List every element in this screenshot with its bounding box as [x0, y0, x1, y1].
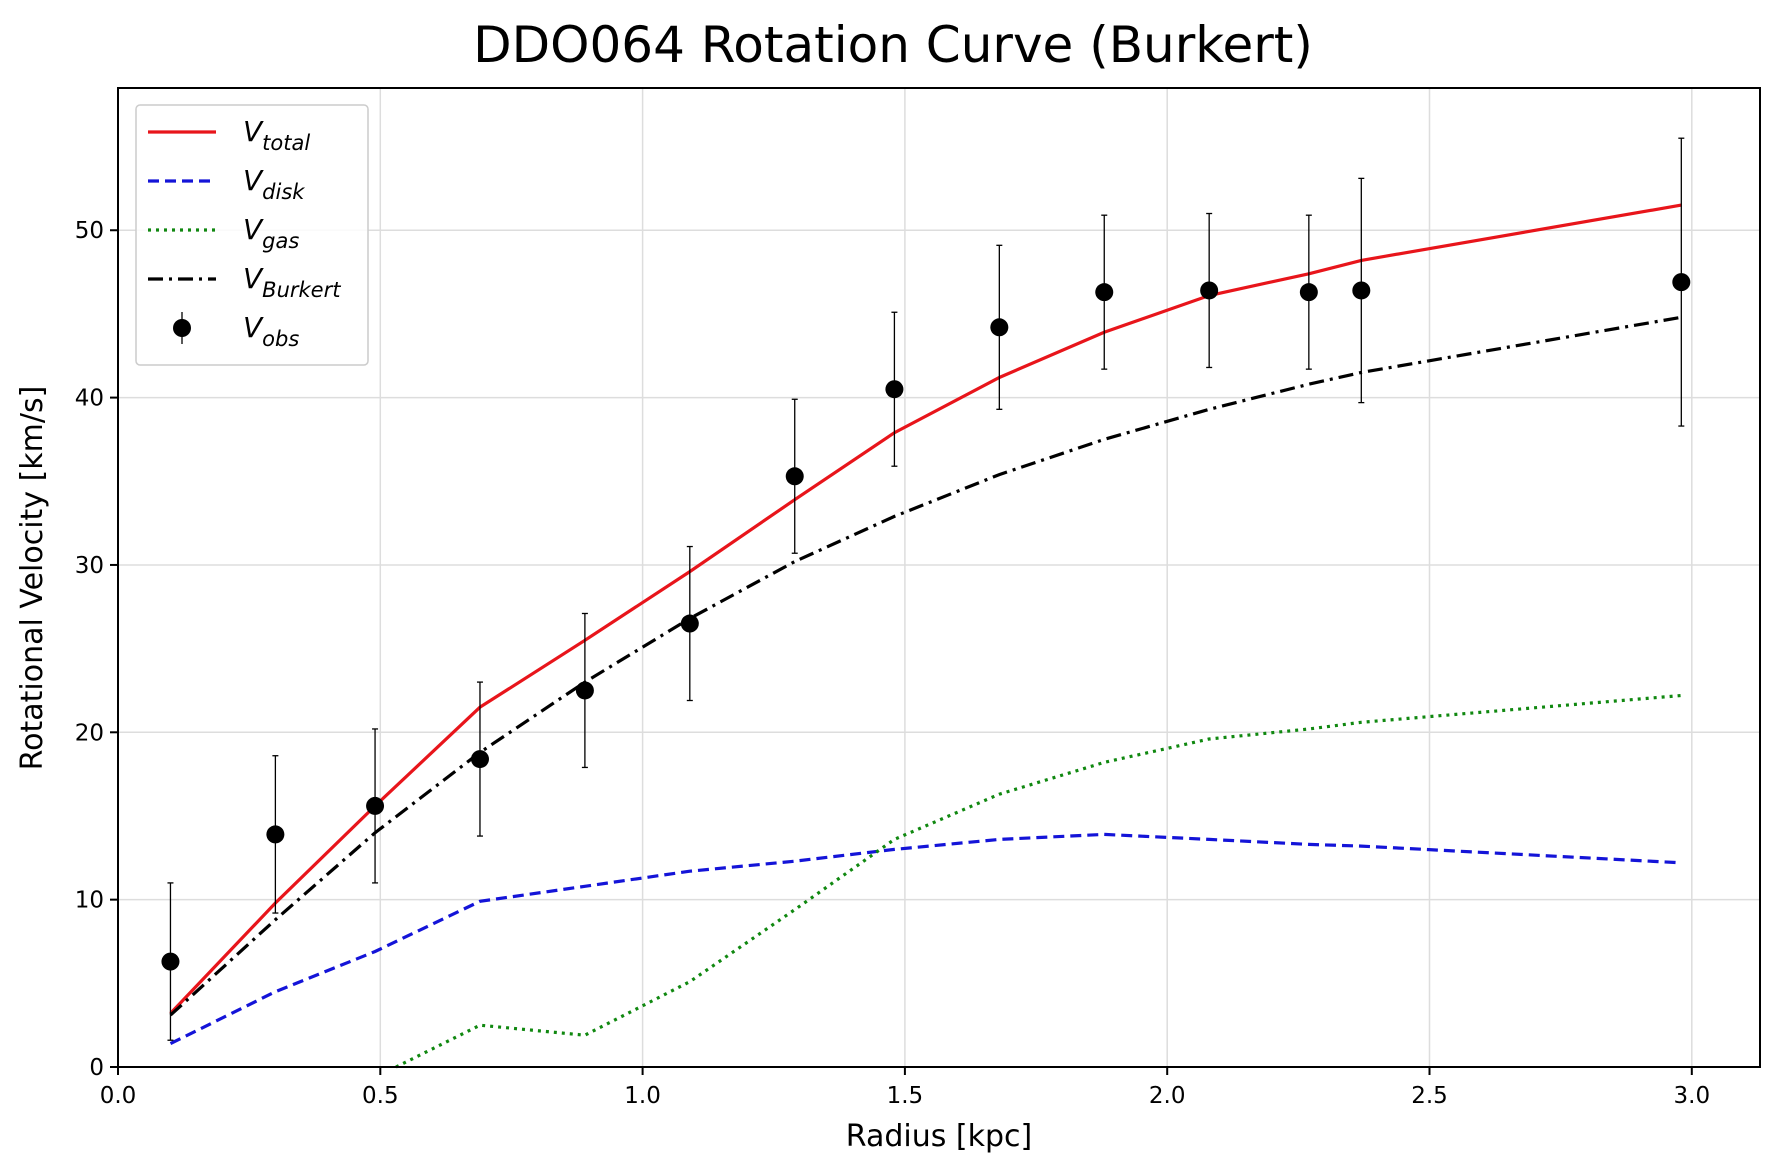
observation-point: [1200, 281, 1219, 300]
x-tick-label: 2.5: [1411, 1083, 1448, 1109]
observation-point: [785, 467, 804, 486]
y-tick-label: 40: [75, 386, 104, 412]
observation-point: [366, 796, 385, 815]
x-tick-label: 1.0: [624, 1083, 661, 1109]
series-line-total: [169, 203, 1682, 1015]
plot-frame: [117, 87, 1761, 1068]
legend-box: [135, 104, 369, 366]
observation-point: [1095, 283, 1114, 302]
observations-layer: [161, 137, 1691, 1041]
y-tick-label: 30: [75, 553, 104, 579]
y-axis: 0 10 20 30 40 50: [75, 218, 118, 1081]
y-axis-label: Rotational Velocity [km/s]: [15, 386, 50, 771]
y-tick-label: 20: [75, 720, 104, 746]
x-tick-label: 0.5: [362, 1083, 399, 1109]
y-tick-label: 10: [75, 888, 104, 914]
x-axis-label: Radius [kpc]: [846, 1119, 1032, 1154]
observation-point: [885, 380, 904, 399]
observation-point: [575, 681, 594, 700]
observation-point: [1352, 281, 1371, 300]
observation-point: [990, 318, 1009, 337]
observation-point: [161, 952, 180, 971]
x-axis: 0.0 0.5 1.0 1.5 2.0 2.5 3.0: [100, 1067, 1710, 1109]
observation-point: [680, 614, 699, 633]
observation-point: [470, 750, 489, 769]
observation-point: [266, 825, 285, 844]
legend-marker-obs: [173, 319, 191, 337]
series-layer: [169, 203, 1682, 1069]
series-line-disk: [169, 832, 1682, 1046]
y-tick-label: 50: [75, 218, 104, 244]
x-tick-label: 1.5: [887, 1083, 924, 1109]
x-tick-label: 3.0: [1674, 1083, 1711, 1109]
y-tick-label: 0: [89, 1055, 104, 1081]
series-line-burkert: [169, 315, 1682, 1017]
x-tick-label: 0.0: [100, 1083, 137, 1109]
chart-title: DDO064 Rotation Curve (Burkert): [473, 16, 1313, 74]
observation-point: [1299, 283, 1318, 302]
observation-point: [1672, 273, 1691, 292]
x-tick-label: 2.0: [1149, 1083, 1186, 1109]
